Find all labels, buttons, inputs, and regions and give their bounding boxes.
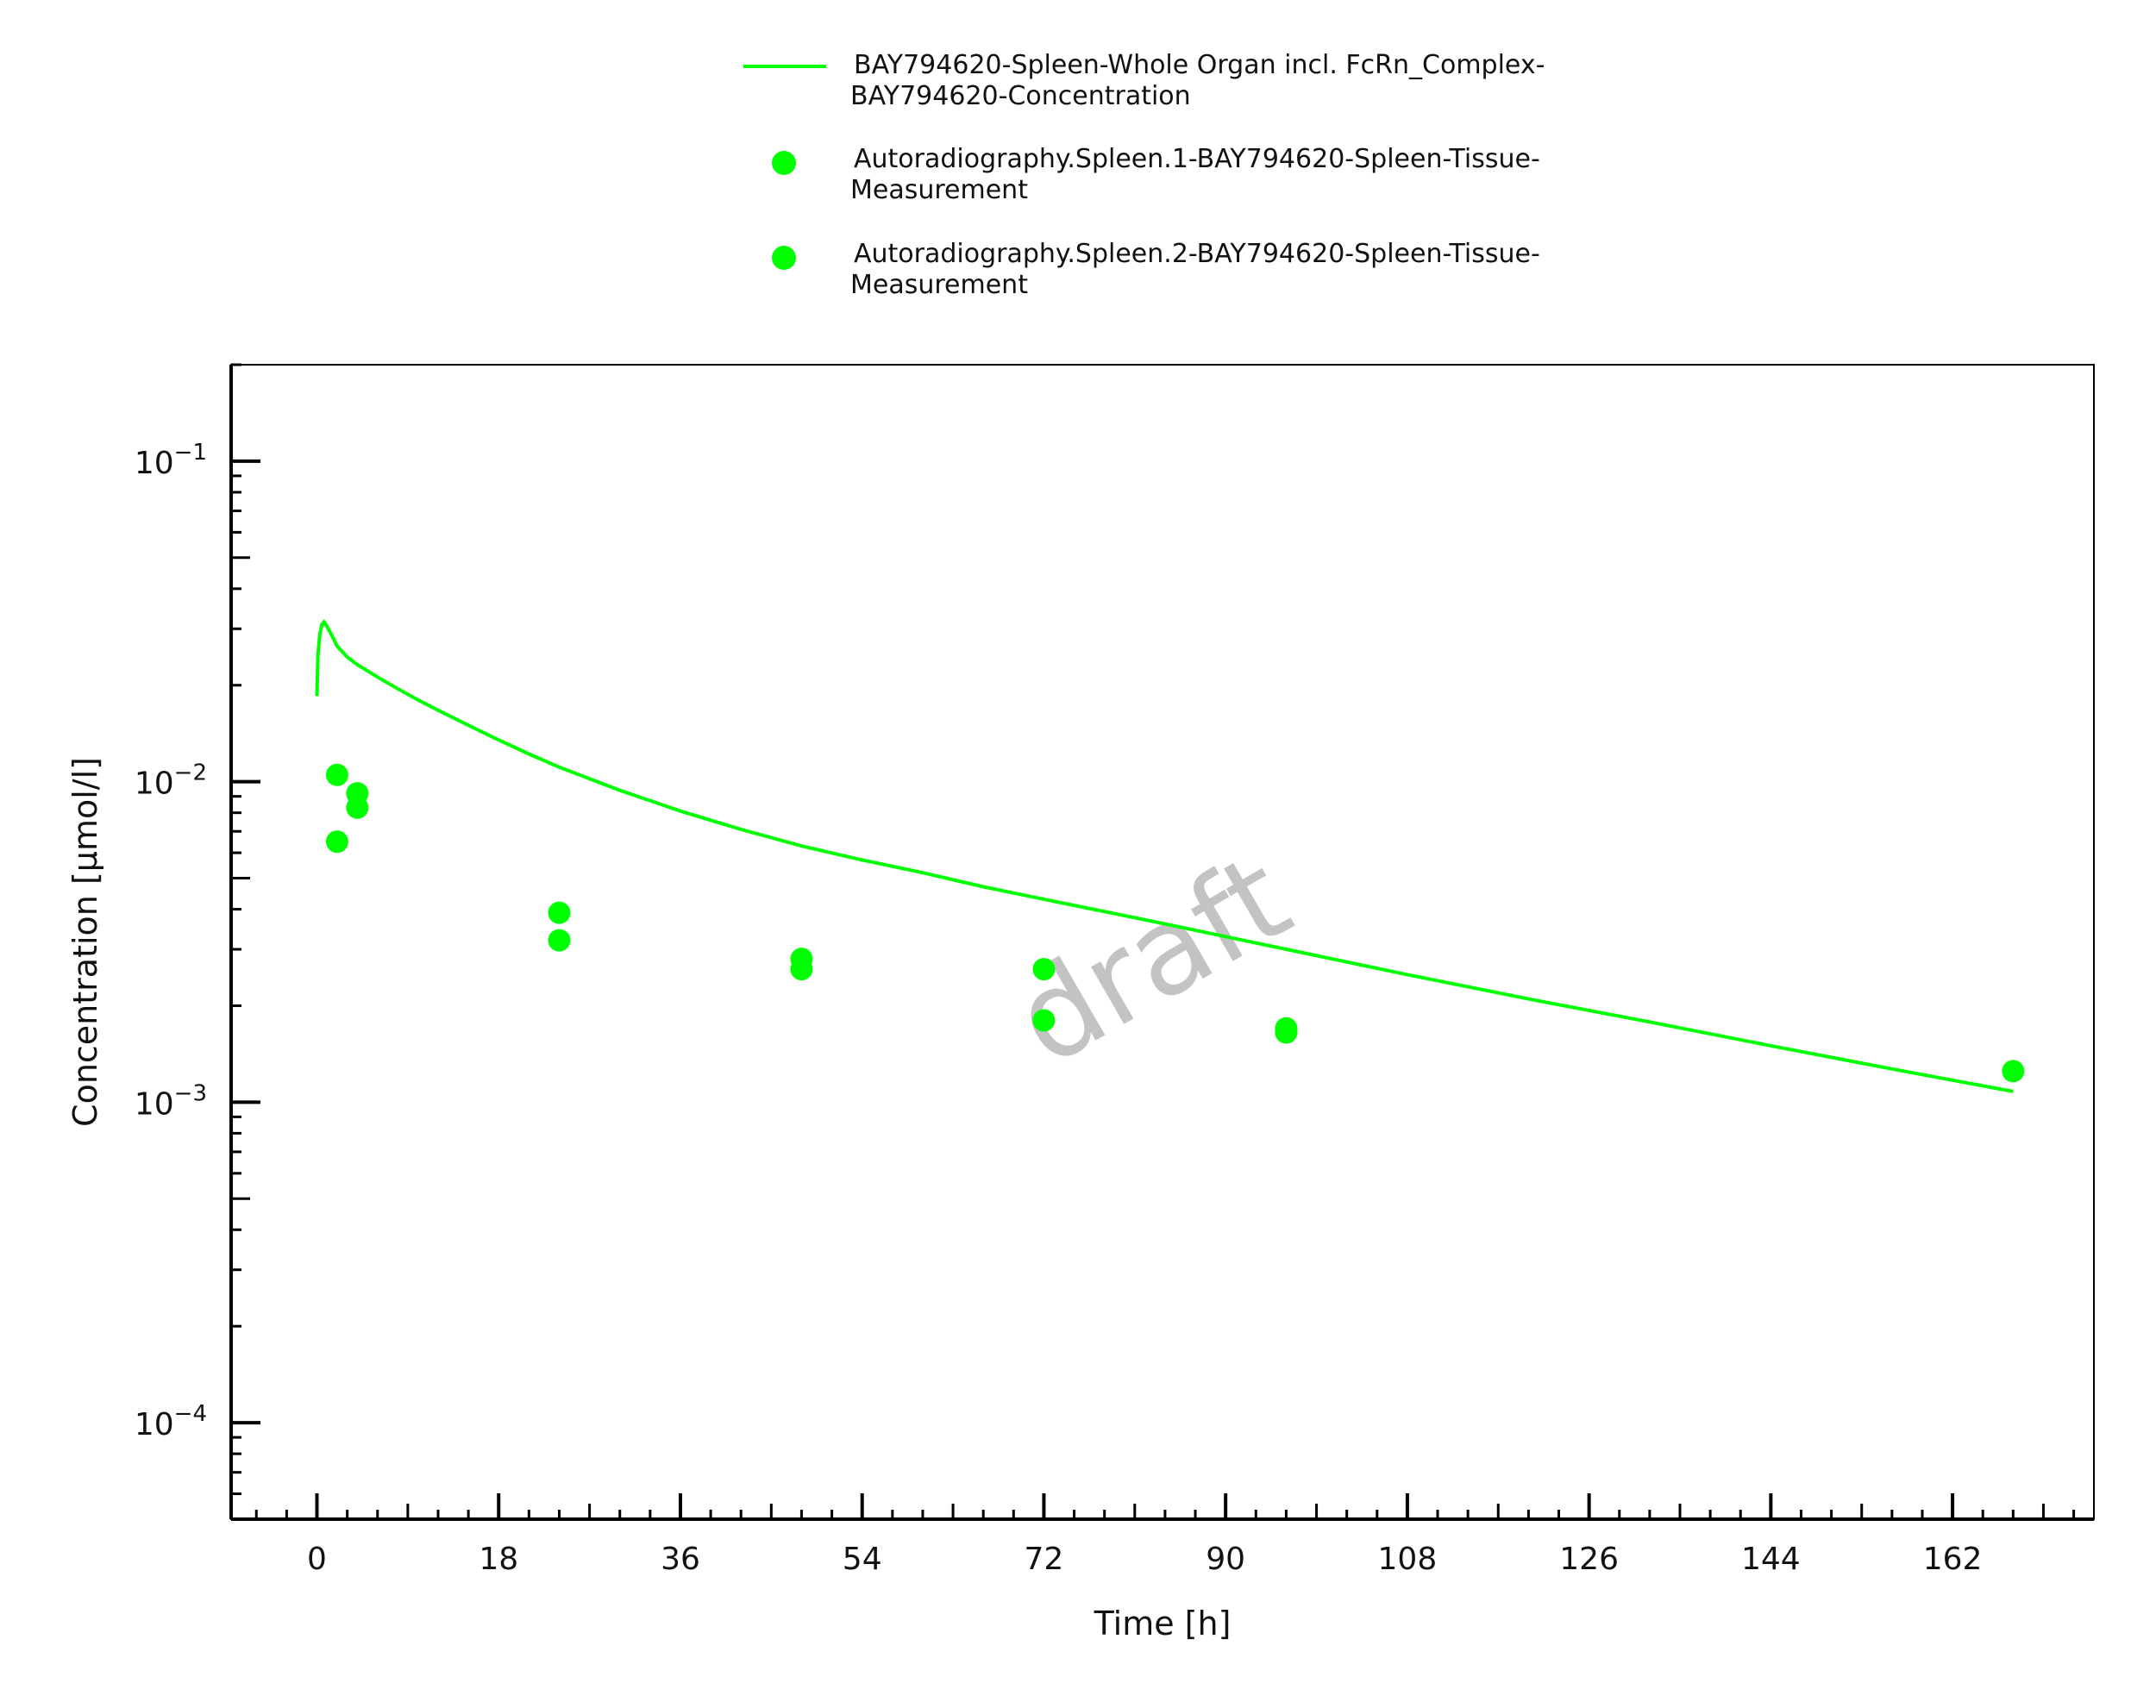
y-tick-label: 10−4 — [135, 1401, 207, 1442]
x-axis-title: Time [h] — [1094, 1605, 1232, 1642]
x-tick-label: 162 — [1923, 1542, 1983, 1577]
x-tick-label: 144 — [1741, 1542, 1801, 1577]
y-tick-label: 10−2 — [135, 760, 207, 802]
y-axis-title: Concentration [µmol/l] — [66, 757, 104, 1127]
x-tick-label: 18 — [479, 1542, 518, 1577]
legend-item-1: BAY794620-Spleen-Whole Organ incl. FcRn_… — [743, 50, 1545, 111]
measurement-point — [325, 830, 348, 854]
legend-label-line: Autoradiography.Spleen.1-BAY794620-Splee… — [854, 144, 1540, 174]
legend-marker-swatch — [772, 246, 796, 270]
series-1 — [315, 619, 2014, 1093]
series-layer — [315, 619, 2025, 1093]
y-tick-label-base: 10 — [135, 1086, 174, 1122]
measurement-point — [1032, 958, 1056, 981]
measurement-point — [1032, 1009, 1056, 1032]
legend-marker-swatch — [772, 151, 796, 175]
x-tick-label: 126 — [1559, 1542, 1619, 1577]
legend-label-line: Autoradiography.Spleen.2-BAY794620-Splee… — [854, 239, 1540, 269]
legend-label-line: BAY794620-Spleen-Whole Organ incl. FcRn_… — [854, 50, 1545, 80]
legend-label-line: Measurement — [850, 175, 1028, 205]
legend-item-3: Autoradiography.Spleen.2-BAY794620-Splee… — [772, 239, 1540, 300]
measurement-point — [325, 763, 348, 786]
measurement-point — [548, 901, 571, 924]
x-tick-label: 108 — [1378, 1542, 1438, 1577]
measurement-point — [548, 929, 571, 952]
measurement-point — [1275, 1021, 1298, 1044]
measurement-point — [790, 958, 813, 981]
y-tick-label-exponent: −4 — [174, 1401, 207, 1427]
y-tick-label-exponent: −1 — [174, 440, 207, 466]
series-3 — [325, 796, 1298, 1044]
y-tick-label: 10−1 — [135, 440, 207, 481]
y-tick-label-exponent: −3 — [174, 1080, 207, 1106]
x-tick-label: 0 — [307, 1542, 327, 1577]
legend: BAY794620-Spleen-Whole Organ incl. FcRn_… — [743, 50, 1545, 300]
measurement-point — [346, 796, 369, 819]
legend-label-line: BAY794620-Concentration — [850, 81, 1191, 111]
y-tick-label-base: 10 — [135, 766, 174, 802]
x-tick-label: 90 — [1206, 1542, 1245, 1577]
legend-item-2: Autoradiography.Spleen.1-BAY794620-Splee… — [772, 144, 1540, 205]
x-tick-label: 54 — [843, 1542, 882, 1577]
x-tick-label: 72 — [1025, 1542, 1064, 1577]
x-tick-label: 36 — [661, 1542, 700, 1577]
measurement-point — [2002, 1060, 2025, 1083]
y-tick-label-exponent: −2 — [174, 760, 207, 786]
y-axis-ticks: 10−110−210−310−4 — [135, 363, 260, 1521]
simulation-line — [315, 619, 2014, 1093]
y-tick-label-base: 10 — [135, 1407, 174, 1442]
y-tick-label: 10−3 — [135, 1080, 207, 1122]
y-tick-label-base: 10 — [135, 446, 174, 481]
legend-label-line: Measurement — [850, 270, 1028, 300]
x-axis-ticks: 0 18 36 54 72 90 108 126 144 162 — [254, 1493, 2076, 1577]
